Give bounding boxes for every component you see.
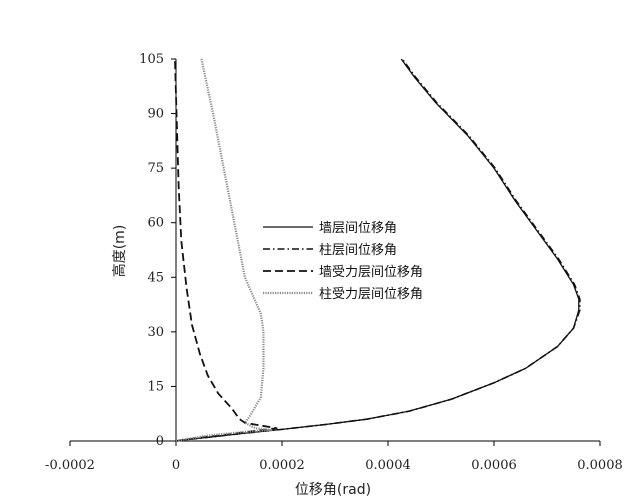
y-tick-label: 0 <box>156 434 164 449</box>
x-axis-ticks: -0.0002 0 0.0002 0.0004 0.0006 0.0008 <box>45 441 623 473</box>
y-tick-label: 90 <box>147 107 164 122</box>
x-axis-label: 位移角(rad) <box>295 482 371 498</box>
x-tick-label: 0 <box>172 458 180 473</box>
x-tick-label: -0.0002 <box>45 458 95 473</box>
y-tick-label: 15 <box>147 379 164 394</box>
x-tick-label: 0.0002 <box>259 458 305 473</box>
series-layer <box>174 58 581 443</box>
y-tick-label: 105 <box>139 52 164 67</box>
y-axis-ticks: 0 15 30 45 60 75 90 105 <box>139 52 176 449</box>
series-line-2 <box>175 58 581 442</box>
y-tick-label: 45 <box>147 270 164 285</box>
y-tick-label: 60 <box>147 216 164 231</box>
x-tick-label: 0.0006 <box>471 458 517 473</box>
legend-label-2: 柱层间位移角 <box>319 243 397 258</box>
y-axis-label: 高度(m) <box>111 225 128 278</box>
x-tick-label: 0.0008 <box>577 458 623 473</box>
y-tick-label: 30 <box>147 325 164 340</box>
legend-label-3: 墙受力层间位移角 <box>319 265 423 280</box>
series-line-4 <box>175 58 273 443</box>
legend-label-4: 柱受力层间位移角 <box>319 287 423 302</box>
series-line-3 <box>174 58 278 442</box>
y-tick-label: 75 <box>147 161 164 176</box>
legend-label-1: 墙层间位移角 <box>319 221 397 236</box>
x-tick-label: 0.0004 <box>365 458 411 473</box>
